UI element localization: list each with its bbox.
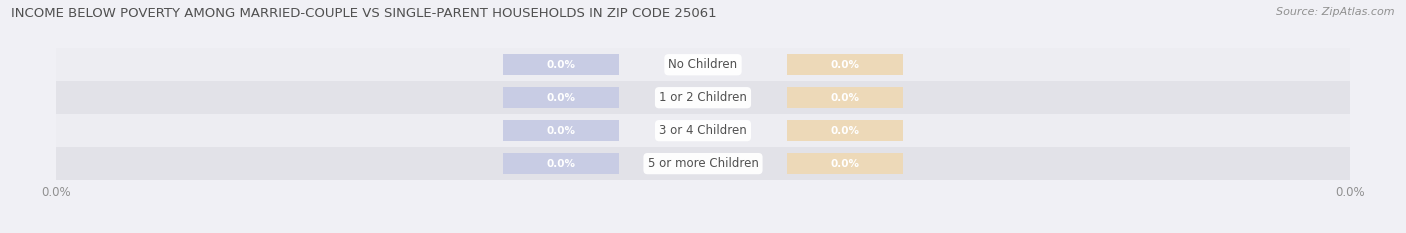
Bar bbox=[787, 120, 904, 141]
Bar bbox=[502, 153, 619, 174]
Bar bbox=[787, 54, 904, 75]
Text: INCOME BELOW POVERTY AMONG MARRIED-COUPLE VS SINGLE-PARENT HOUSEHOLDS IN ZIP COD: INCOME BELOW POVERTY AMONG MARRIED-COUPL… bbox=[11, 7, 717, 20]
Text: 0.0%: 0.0% bbox=[831, 93, 860, 103]
Text: 5 or more Children: 5 or more Children bbox=[648, 157, 758, 170]
Text: 0.0%: 0.0% bbox=[546, 60, 575, 70]
Bar bbox=[56, 81, 1350, 114]
Bar bbox=[787, 153, 904, 174]
Bar bbox=[502, 87, 619, 108]
Text: 0.0%: 0.0% bbox=[831, 60, 860, 70]
Text: 3 or 4 Children: 3 or 4 Children bbox=[659, 124, 747, 137]
Bar bbox=[56, 48, 1350, 81]
Text: 0.0%: 0.0% bbox=[831, 126, 860, 136]
Bar bbox=[502, 120, 619, 141]
Text: 0.0%: 0.0% bbox=[546, 93, 575, 103]
Text: 0.0%: 0.0% bbox=[831, 159, 860, 169]
Text: 1 or 2 Children: 1 or 2 Children bbox=[659, 91, 747, 104]
Text: No Children: No Children bbox=[668, 58, 738, 71]
Bar bbox=[56, 114, 1350, 147]
Text: 0.0%: 0.0% bbox=[546, 159, 575, 169]
Bar bbox=[56, 147, 1350, 180]
Text: 0.0%: 0.0% bbox=[546, 126, 575, 136]
Bar bbox=[502, 54, 619, 75]
Text: Source: ZipAtlas.com: Source: ZipAtlas.com bbox=[1277, 7, 1395, 17]
Bar bbox=[787, 87, 904, 108]
